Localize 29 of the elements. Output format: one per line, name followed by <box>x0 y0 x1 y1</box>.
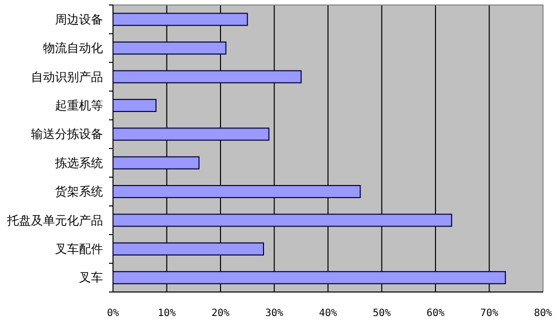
bar <box>112 128 270 141</box>
x-tick-label: 10% <box>158 308 176 319</box>
x-tick-label: 20% <box>211 308 230 319</box>
y-tick-label: 托盘及单元化产品 <box>6 213 103 228</box>
y-tick-label: 物流自动化 <box>43 41 103 56</box>
x-tick-label: 40% <box>318 308 338 319</box>
x-tick-label: 70% <box>480 308 498 319</box>
y-tick-label: 货架系统 <box>55 184 103 199</box>
bar <box>112 271 506 284</box>
bar <box>112 70 302 84</box>
x-tick-label: 50% <box>372 308 391 319</box>
y-tick-label: 输送分拣设备 <box>31 127 103 142</box>
y-tick-label: 叉车 <box>79 270 103 285</box>
bar <box>112 98 156 112</box>
x-tick-label: 60% <box>426 308 445 319</box>
x-tick-label: 0% <box>106 308 120 319</box>
y-tick-label: 叉车配件 <box>55 242 103 256</box>
y-tick-label: 自动识别产品 <box>31 70 103 84</box>
bar <box>112 242 264 256</box>
bar <box>112 12 248 26</box>
y-tick-label: 周边设备 <box>55 12 103 26</box>
y-tick-label: 起重机等 <box>55 98 103 112</box>
bar <box>112 185 361 198</box>
bar <box>112 214 452 227</box>
x-tick-label: 80% <box>534 308 552 319</box>
y-tick-label: 拣选系统 <box>54 156 103 170</box>
bar <box>112 156 200 170</box>
x-tick-label: 30% <box>265 308 284 319</box>
bar <box>112 42 226 55</box>
